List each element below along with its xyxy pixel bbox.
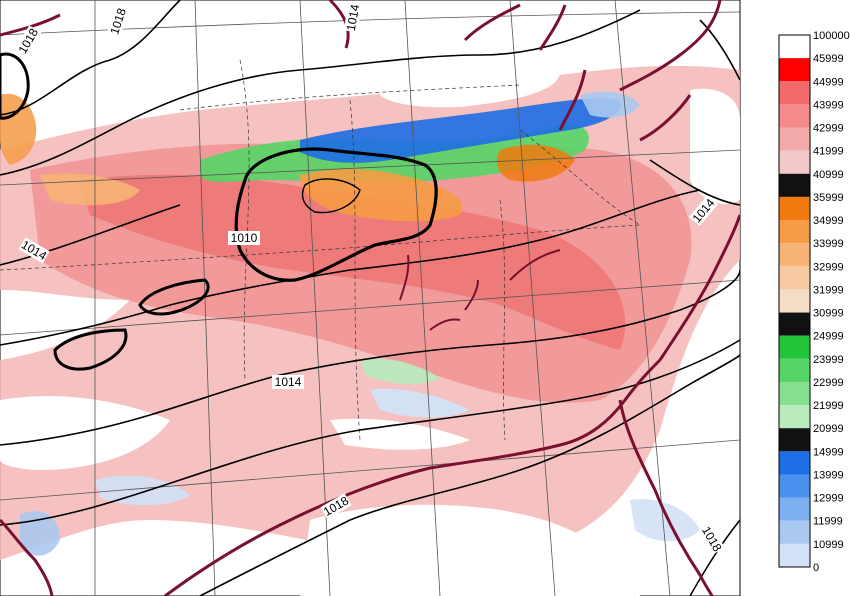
colorbar-label: 12999 <box>813 493 844 505</box>
colorbar-label: 11999 <box>813 516 843 528</box>
colorbar-swatch <box>779 104 810 128</box>
colorbar-label: 41999 <box>813 146 844 158</box>
colorbar-swatch <box>779 428 810 452</box>
colorbar-label: 40999 <box>813 169 844 181</box>
colorbar-swatch <box>779 150 810 174</box>
colorbar-swatch <box>779 474 810 498</box>
colorbar-swatch <box>779 127 810 151</box>
colorbar-swatch <box>779 520 810 544</box>
colorbar-swatch <box>779 405 810 429</box>
colorbar-swatch <box>779 81 810 105</box>
colorbar-swatch <box>779 220 810 244</box>
colorbar-swatch <box>779 58 810 82</box>
isobar-label: 1010 <box>231 231 258 245</box>
reflectivity-gulf-blue <box>630 499 700 542</box>
colorbar-label: 23999 <box>813 354 844 366</box>
reflectivity-orange-west <box>0 93 37 165</box>
colorbar-label: 14999 <box>813 446 844 458</box>
colorbar-swatch <box>779 497 810 521</box>
southwest-closed-contour-2 <box>53 328 128 371</box>
colorbar-label: 43999 <box>813 99 844 111</box>
colorbar-swatch <box>779 35 810 59</box>
northwest-closed-contour <box>0 52 30 120</box>
colorbar-label: 21999 <box>813 400 844 412</box>
isobars <box>0 0 740 596</box>
reflectivity-orange-east <box>497 144 575 182</box>
colorbar-swatch <box>779 451 810 475</box>
colorbar-swatch <box>779 381 810 406</box>
reflectivity-west-blue <box>95 475 190 506</box>
clear-area-gulf <box>300 504 640 596</box>
colorbar-label: 30999 <box>813 308 844 320</box>
colorbar-label: 20999 <box>813 423 844 435</box>
colorbar-label: 32999 <box>813 261 844 273</box>
colorbar-label: 24999 <box>813 331 844 343</box>
colorbar-frame <box>778 34 811 568</box>
colorbar-label: 100000 <box>813 30 850 42</box>
colorbar-swatch <box>779 358 810 382</box>
isobar-label: 1014 <box>275 375 302 389</box>
colorbar: 100000 45999 44999 43999 42999 41999 40999 3599… <box>778 30 850 574</box>
colorbar-label: 10999 <box>813 539 844 551</box>
reflectivity-southwest-blue <box>20 511 60 556</box>
colorbar-swatch <box>779 543 810 567</box>
clear-area-atlantic <box>690 88 740 204</box>
colorbar-swatch <box>779 243 810 267</box>
colorbar-label: 42999 <box>813 123 844 135</box>
colorbar-label: 34999 <box>813 215 844 227</box>
coastlines <box>0 0 740 596</box>
low-pressure-inner-contour <box>301 178 361 214</box>
colorbar-label: 22999 <box>813 377 844 389</box>
clear-area-ohio <box>380 71 560 108</box>
isobar-label: 1014 <box>344 3 362 32</box>
reflectivity-blue-band <box>300 98 621 163</box>
isobar-labels: 1018 1018 1014 1010 1014 1014 1014 1018 … <box>15 2 725 555</box>
reflectivity-south-blue <box>370 388 470 418</box>
colorbar-label: 13999 <box>813 469 844 481</box>
reflectivity-south-green <box>360 358 440 385</box>
clear-area-southwest <box>0 396 170 470</box>
reflectivity-red-core <box>80 174 626 350</box>
colorbar-swatch <box>779 196 810 221</box>
clear-area-south <box>330 418 470 450</box>
southwest-closed-contour <box>138 278 210 316</box>
colorbar-swatch <box>779 266 810 290</box>
colorbar-label: 0 <box>813 562 819 574</box>
colorbar-swatch <box>779 312 810 336</box>
colorbar-label: 44999 <box>813 76 844 88</box>
colorbar-label: 31999 <box>813 284 844 296</box>
reflectivity-orange-band <box>40 173 140 206</box>
low-pressure-1010-contour <box>234 147 438 282</box>
colorbar-swatch <box>779 335 810 359</box>
colorbar-label: 35999 <box>813 192 844 204</box>
colorbar-swatch <box>779 173 810 197</box>
colorbar-label: 45999 <box>813 53 844 65</box>
colorbar-label: 33999 <box>813 238 844 250</box>
colorbar-swatch <box>779 289 810 313</box>
lake-outlines <box>399 249 561 331</box>
